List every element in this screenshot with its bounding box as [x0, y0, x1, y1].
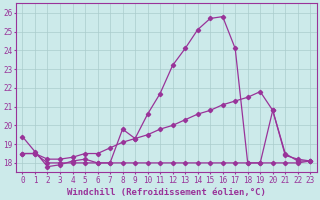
X-axis label: Windchill (Refroidissement éolien,°C): Windchill (Refroidissement éolien,°C): [67, 188, 266, 197]
